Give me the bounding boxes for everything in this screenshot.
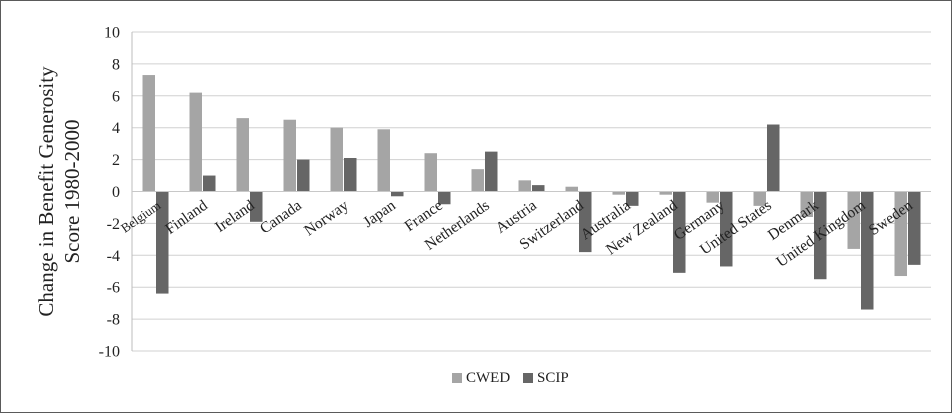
y-tick-label: -10 bbox=[99, 344, 120, 361]
category-label: Norway bbox=[301, 197, 352, 240]
bar-cwed-france bbox=[424, 153, 437, 192]
bar-cwed-new-zealand bbox=[659, 191, 672, 195]
bar-cwed-netherlands bbox=[471, 169, 484, 192]
y-tick-label: -6 bbox=[107, 280, 120, 297]
bar-cwed-finland bbox=[189, 92, 202, 192]
category-label: Finland bbox=[162, 197, 211, 238]
y-tick-label: -8 bbox=[107, 312, 120, 329]
y-tick-label: 8 bbox=[112, 56, 120, 73]
bar-scip-finland bbox=[203, 175, 216, 192]
legend-label-scip: SCIP bbox=[537, 370, 569, 386]
bar-scip-canada bbox=[297, 159, 310, 192]
bar-scip-austria bbox=[532, 185, 545, 192]
bar-scip-norway bbox=[344, 158, 357, 192]
bar-scip-new-zealand bbox=[673, 191, 686, 273]
bar-cwed-united-kingdom bbox=[847, 191, 860, 249]
bar-scip-france bbox=[438, 191, 451, 205]
y-tick-label: 10 bbox=[104, 25, 120, 42]
y-tick-label: -2 bbox=[107, 216, 120, 233]
y-tick-label: 4 bbox=[112, 120, 120, 137]
bar-scip-united-states bbox=[767, 124, 780, 192]
bar-scip-netherlands bbox=[485, 151, 498, 192]
bar-scip-belgium bbox=[156, 191, 169, 294]
bar-scip-japan bbox=[391, 191, 404, 197]
bar-scip-denmark bbox=[814, 191, 827, 280]
legend-swatch-cwed bbox=[452, 373, 462, 383]
bar-cwed-ireland bbox=[236, 118, 249, 192]
bar-scip-united-kingdom bbox=[861, 191, 874, 310]
legend-label-cwed: CWED bbox=[466, 370, 510, 386]
bar-cwed-switzerland bbox=[565, 186, 578, 192]
bar-cwed-sweden bbox=[894, 191, 907, 277]
y-tick-label: 0 bbox=[112, 184, 120, 201]
bar-cwed-germany bbox=[706, 191, 719, 203]
bar-scip-sweden bbox=[908, 191, 921, 265]
bar-cwed-japan bbox=[377, 129, 390, 192]
y-axis-title: Score 1980-2000 bbox=[60, 119, 84, 263]
y-tick-label: -4 bbox=[107, 248, 120, 265]
bar-cwed-united-states bbox=[753, 191, 766, 206]
bar-scip-switzerland bbox=[579, 191, 592, 253]
legend-swatch-scip bbox=[523, 373, 533, 383]
y-tick-label: 6 bbox=[112, 88, 120, 105]
bar-cwed-austria bbox=[518, 180, 531, 192]
bar-cwed-denmark bbox=[800, 191, 813, 218]
y-axis-title: Change in Benefit Generosity bbox=[34, 66, 58, 317]
category-label: Canada bbox=[257, 197, 305, 238]
bar-cwed-australia bbox=[612, 191, 625, 195]
category-label: Japan bbox=[360, 197, 399, 231]
bar-scip-australia bbox=[626, 191, 639, 206]
bar-cwed-norway bbox=[330, 127, 343, 192]
bar-scip-germany bbox=[720, 191, 733, 267]
y-tick-label: 2 bbox=[112, 152, 120, 169]
bar-scip-ireland bbox=[250, 191, 263, 222]
bar-cwed-belgium bbox=[142, 75, 155, 192]
bar-cwed-canada bbox=[283, 119, 296, 192]
